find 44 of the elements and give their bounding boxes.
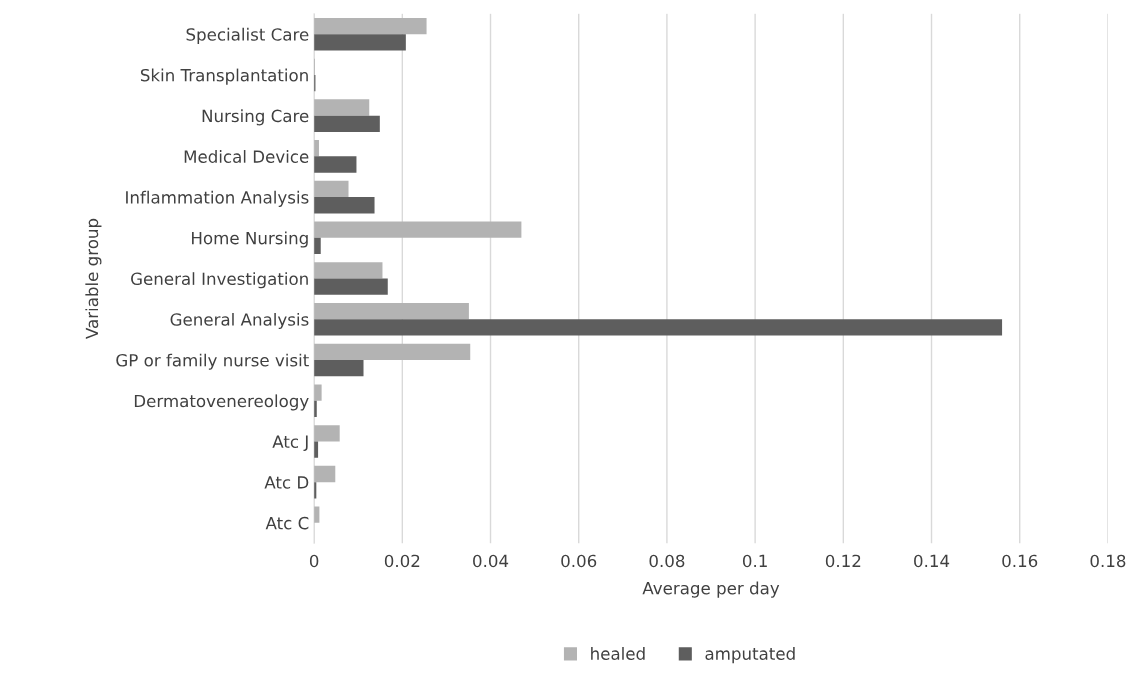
y-tick-label: General Investigation: [131, 272, 308, 289]
x-tick-label: 0.08: [649, 554, 685, 568]
x-tick-label: 0.02: [384, 554, 420, 568]
x-tick-label: 0.16: [1002, 554, 1038, 568]
legend-label: healed: [591, 647, 645, 660]
y-tick-label: Skin Transplantation: [140, 68, 308, 85]
bar: [314, 425, 340, 442]
bar: [314, 278, 388, 295]
bar: [314, 359, 364, 377]
y-tick-label: Atc J: [272, 435, 308, 452]
x-tick-label: 0: [309, 554, 319, 568]
y-tick-label: Nursing Care: [202, 109, 309, 126]
x-tick-label: 0.06: [561, 554, 597, 568]
bar: [314, 302, 469, 320]
y-tick-label: Dermatovenereology: [134, 394, 309, 411]
bar: [314, 319, 1003, 336]
bar: [314, 221, 522, 238]
bar: [314, 262, 383, 279]
x-tick-label: 0.04: [473, 554, 509, 568]
y-tick-label: Home Nursing: [192, 231, 308, 248]
y-axis-title: Variable group: [85, 218, 102, 339]
bar: [314, 384, 322, 401]
bar: [314, 465, 336, 483]
x-tick-label: 0.14: [914, 554, 950, 568]
legend-label: amputated: [705, 647, 795, 664]
bar: [314, 99, 370, 116]
bar: [314, 34, 406, 51]
y-tick-label: Atc C: [265, 516, 309, 530]
y-tick-label: Medical Device: [184, 150, 309, 163]
bar: [314, 115, 380, 132]
bar: [314, 180, 349, 198]
bar: [314, 197, 375, 214]
y-tick-label: GP or family nurse visit: [116, 353, 309, 370]
bar: [314, 17, 427, 35]
y-tick-label: Specialist Care: [186, 27, 309, 44]
x-tick-label: 0.12: [825, 554, 861, 568]
y-tick-label: Inflammation Analysis: [126, 190, 309, 207]
x-axis-title: Average per day: [642, 581, 780, 598]
x-tick-label: 0.1: [742, 554, 767, 568]
x-tick-label: 0.18: [1090, 554, 1126, 568]
y-tick-label: General Analysis: [170, 312, 309, 330]
bar: [314, 156, 357, 173]
y-tick-label: Atc D: [264, 476, 309, 489]
bar: [314, 343, 471, 360]
